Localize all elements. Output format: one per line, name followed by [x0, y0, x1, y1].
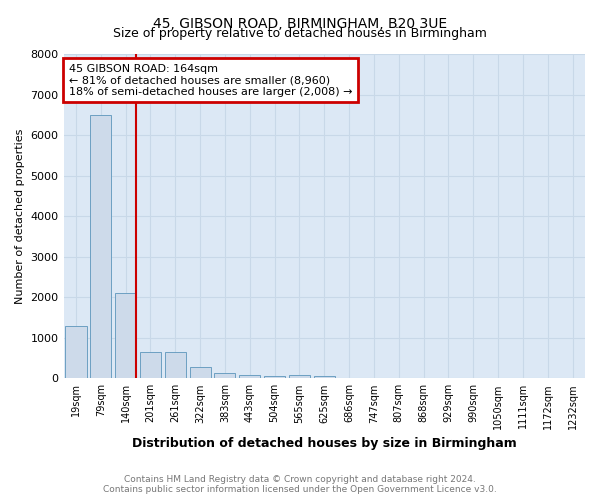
Bar [115, 293, 136, 378]
Bar [140, 352, 161, 378]
Text: 45, GIBSON ROAD, BIRMINGHAM, B20 3UE: 45, GIBSON ROAD, BIRMINGHAM, B20 3UE [153, 18, 447, 32]
Y-axis label: Number of detached properties: Number of detached properties [15, 128, 25, 304]
Bar [289, 375, 310, 378]
Bar [90, 115, 112, 378]
Bar [264, 376, 285, 378]
Bar [239, 375, 260, 378]
Bar [314, 376, 335, 378]
Text: 45 GIBSON ROAD: 164sqm
← 81% of detached houses are smaller (8,960)
18% of semi-: 45 GIBSON ROAD: 164sqm ← 81% of detached… [69, 64, 352, 97]
Text: Contains HM Land Registry data © Crown copyright and database right 2024.
Contai: Contains HM Land Registry data © Crown c… [103, 474, 497, 494]
Bar [214, 373, 235, 378]
Bar [190, 367, 211, 378]
X-axis label: Distribution of detached houses by size in Birmingham: Distribution of detached houses by size … [132, 437, 517, 450]
Text: Size of property relative to detached houses in Birmingham: Size of property relative to detached ho… [113, 28, 487, 40]
Bar [165, 352, 186, 378]
Bar [65, 326, 86, 378]
